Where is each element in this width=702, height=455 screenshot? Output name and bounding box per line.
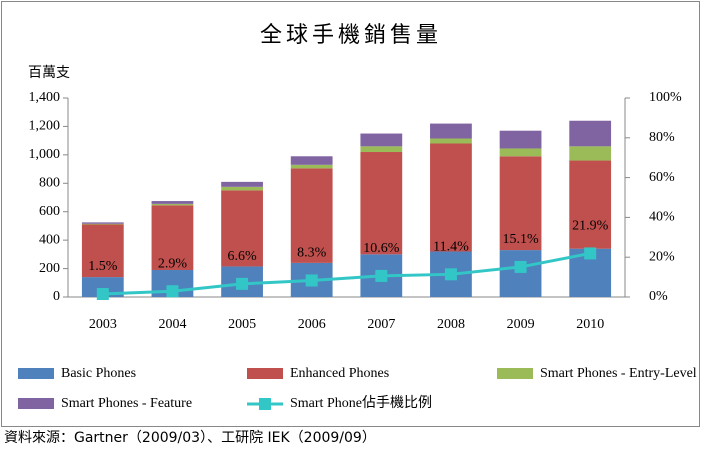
bar-segment xyxy=(360,146,403,153)
data-label: 21.9% xyxy=(572,219,609,234)
bar-segment xyxy=(430,143,472,252)
legend-swatch xyxy=(18,368,54,379)
line-marker xyxy=(166,285,179,298)
data-label: 1.5% xyxy=(88,259,118,274)
x-tick-label: 2008 xyxy=(437,317,465,332)
bar-segment xyxy=(290,164,333,169)
bar-segment xyxy=(430,123,472,139)
data-label: 10.6% xyxy=(363,241,400,256)
legend-label: Smart Phones - Entry-Level xyxy=(540,366,697,381)
y-tick-label: 800 xyxy=(39,176,60,191)
bar-segment xyxy=(151,205,194,270)
data-label: 15.1% xyxy=(502,232,539,247)
x-tick-label: 2009 xyxy=(507,317,535,332)
x-tick-label: 2004 xyxy=(158,317,186,332)
y2-tick-label: 80% xyxy=(649,130,675,145)
bar-segment xyxy=(569,120,612,147)
line-marker xyxy=(375,269,388,282)
y2-tick-label: 100% xyxy=(649,90,682,105)
bar-segment xyxy=(290,168,333,263)
legend-marker xyxy=(259,398,271,410)
y-axis-label: 百萬支 xyxy=(28,65,70,81)
legend-label: Smart Phone佔手機比例 xyxy=(290,395,432,411)
legend-swatch xyxy=(247,368,283,379)
y2-tick-label: 40% xyxy=(649,210,675,225)
y-tick-label: 1,200 xyxy=(29,119,61,134)
bar-segment xyxy=(290,156,333,165)
legend-label: Basic Phones xyxy=(61,366,136,381)
bar-segment xyxy=(221,186,263,191)
x-tick-label: 2005 xyxy=(228,317,256,332)
bar-segment xyxy=(81,224,124,278)
y-tick-label: 0 xyxy=(53,289,60,304)
x-tick-label: 2010 xyxy=(576,317,604,332)
y2-tick-label: 20% xyxy=(649,249,675,264)
chart-title: 全球手機銷售量 xyxy=(260,22,442,47)
bar-segment xyxy=(430,138,472,144)
legend-swatch xyxy=(497,368,533,379)
line-marker xyxy=(444,268,457,281)
bar-segment xyxy=(81,223,124,225)
x-tick-label: 2003 xyxy=(89,317,117,332)
data-label: 2.9% xyxy=(158,256,188,271)
bar-segment xyxy=(569,160,612,249)
line-marker xyxy=(305,274,318,287)
bar-segment xyxy=(221,190,263,267)
line-marker xyxy=(514,260,527,273)
bar-segment xyxy=(360,133,403,147)
y-tick-label: 200 xyxy=(39,261,60,276)
legend-label: Smart Phones - Feature xyxy=(61,396,192,411)
bar-segment xyxy=(499,156,542,251)
line-marker xyxy=(584,247,597,260)
y-tick-label: 1,400 xyxy=(29,90,61,105)
bar-segment xyxy=(569,146,612,161)
bar-segment xyxy=(499,148,542,157)
x-tick-label: 2007 xyxy=(367,317,395,332)
y-tick-label: 400 xyxy=(39,232,60,247)
bar-segment xyxy=(360,152,403,255)
line-marker xyxy=(236,277,249,290)
bar-segment xyxy=(499,130,542,149)
y-tick-label: 1,000 xyxy=(29,147,61,162)
y-tick-label: 600 xyxy=(39,204,60,219)
line-marker xyxy=(96,288,109,301)
bar-segment xyxy=(499,250,542,297)
bar-segment xyxy=(81,277,124,297)
bar-segment xyxy=(151,201,194,204)
bar-segment xyxy=(151,203,194,206)
y2-tick-label: 60% xyxy=(649,170,675,185)
bar-segment xyxy=(81,222,124,224)
y2-tick-label: 0% xyxy=(649,289,668,304)
data-label: 11.4% xyxy=(433,240,469,255)
data-label: 8.3% xyxy=(297,246,327,261)
x-tick-label: 2006 xyxy=(298,317,326,332)
bar-segment xyxy=(221,181,263,187)
legend-swatch xyxy=(18,398,54,409)
source-note: 資料來源：Gartner（2009/03）、工研院 IEK（2009/09） xyxy=(4,430,376,446)
line-series xyxy=(102,251,591,296)
legend-label: Enhanced Phones xyxy=(290,366,389,381)
data-label: 6.6% xyxy=(227,249,257,264)
